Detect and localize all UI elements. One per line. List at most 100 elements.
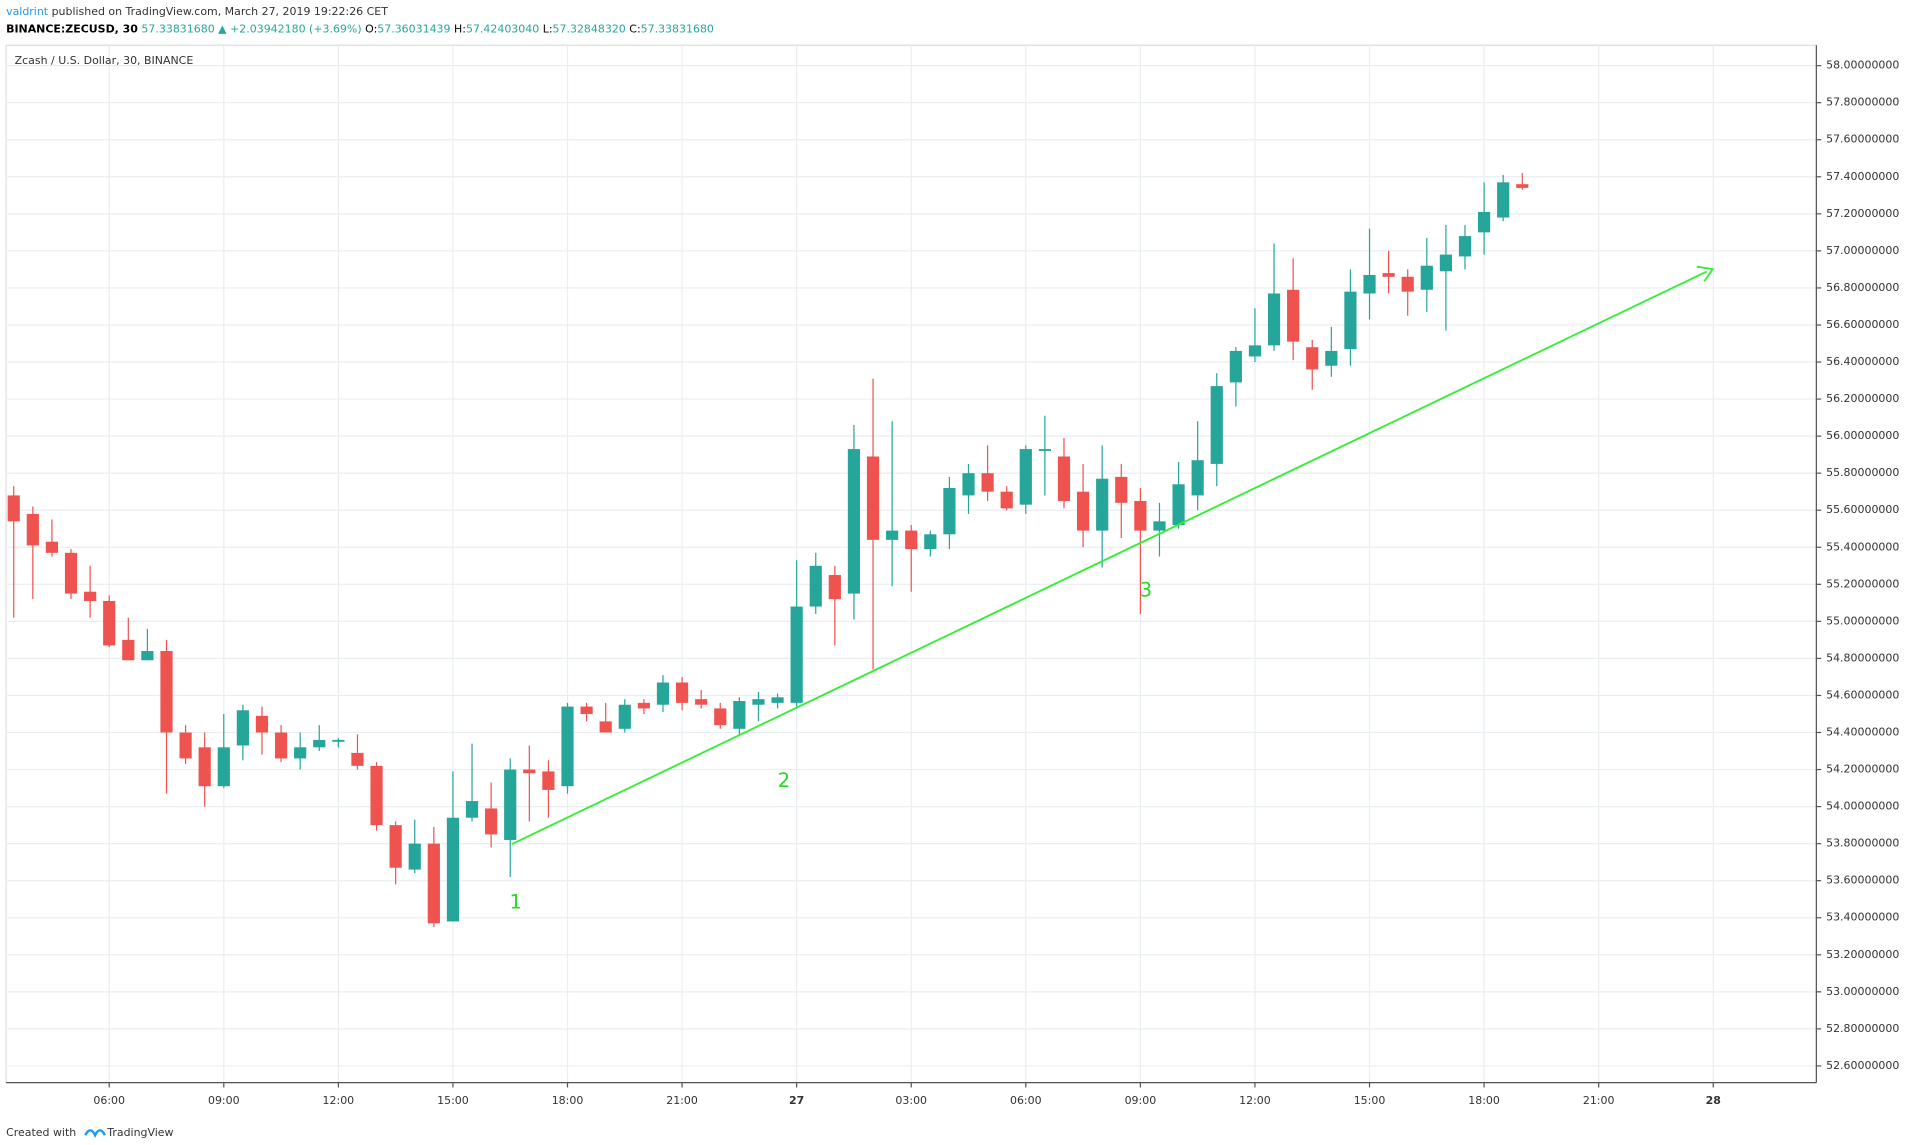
candle-body: [1134, 500, 1147, 531]
y-tick-label: 55.40000000: [1826, 540, 1899, 553]
candle-body: [599, 721, 612, 733]
candle-body: [1057, 456, 1071, 501]
x-tick-label: 21:00: [1583, 1094, 1615, 1107]
candle-body: [141, 651, 154, 661]
candle-body: [160, 651, 173, 733]
candle-body: [332, 739, 345, 742]
x-tick-label: 03:00: [895, 1094, 927, 1107]
candle-body: [905, 530, 918, 550]
y-tick-label: 57.20000000: [1826, 207, 1899, 220]
y-tick-label: 55.20000000: [1826, 577, 1899, 590]
x-tick-label: 09:00: [1125, 1094, 1157, 1107]
tradingview-logo: [84, 1129, 106, 1138]
candle-body: [1210, 386, 1223, 464]
candle-body: [1439, 254, 1452, 272]
candle-body: [274, 732, 288, 759]
x-tick-label: 21:00: [666, 1094, 698, 1107]
y-tick-label: 54.60000000: [1826, 688, 1899, 701]
candle-body: [313, 739, 326, 748]
y-tick-label: 57.00000000: [1826, 244, 1899, 257]
y-tick-label: 56.40000000: [1826, 355, 1899, 368]
candle-body: [542, 771, 555, 790]
candle-body: [1076, 491, 1090, 531]
y-tick-label: 56.60000000: [1826, 318, 1899, 331]
candle-body: [752, 699, 765, 705]
y-tick-label: 53.00000000: [1826, 985, 1899, 998]
annotation: 1: [510, 890, 522, 913]
open-label: O:: [365, 22, 377, 35]
candle-body: [1516, 184, 1529, 188]
candle-body: [1229, 350, 1242, 383]
candle-body: [26, 513, 39, 546]
candle-body: [1000, 491, 1013, 509]
candle-body: [446, 817, 460, 922]
y-tick-label: 53.40000000: [1826, 911, 1899, 924]
trend-line: [511, 270, 1708, 845]
candle-body: [1038, 449, 1051, 451]
candle-body: [198, 747, 211, 787]
candle-body: [122, 639, 135, 661]
x-tick-label: 27: [789, 1094, 804, 1107]
y-tick-label: 52.80000000: [1826, 1022, 1899, 1035]
high-label: H:: [454, 22, 466, 35]
candle-body: [962, 473, 975, 496]
candle-body: [64, 552, 78, 594]
footer-created: Created with: [6, 1126, 76, 1139]
x-tick-label: 06:00: [1010, 1094, 1042, 1107]
x-tick-label: 15:00: [1354, 1094, 1386, 1107]
candle-body: [1019, 449, 1032, 505]
candle-body: [45, 541, 59, 553]
footer-brand[interactable]: TradingView: [106, 1126, 173, 1139]
candle-body: [580, 706, 593, 714]
author[interactable]: valdrint: [6, 5, 49, 18]
candle-body: [1153, 521, 1166, 531]
change: ▲ +2.03942180 (+3.69%): [218, 22, 361, 35]
x-tick-label: 18:00: [552, 1094, 584, 1107]
candle-body: [1497, 182, 1510, 218]
x-tick-label: 18:00: [1468, 1094, 1500, 1107]
y-tick-label: 54.20000000: [1826, 763, 1899, 776]
y-tick-label: 53.20000000: [1826, 948, 1899, 961]
candle-body: [408, 843, 421, 870]
candle-body: [561, 706, 574, 787]
y-tick-label: 58.00000000: [1826, 59, 1899, 72]
y-tick-label: 52.60000000: [1826, 1059, 1899, 1072]
candle-body: [1191, 460, 1204, 496]
candle-body: [886, 530, 899, 540]
candle-body: [523, 769, 536, 774]
candle-body: [1477, 211, 1491, 233]
x-tick-label: 12:00: [323, 1094, 355, 1107]
candle-body: [924, 534, 937, 550]
candle-body: [1096, 478, 1109, 531]
candle-body: [733, 701, 746, 729]
candle-body: [1287, 289, 1300, 342]
candle-body: [179, 732, 192, 759]
x-tick-label: 15:00: [437, 1094, 469, 1107]
close-value: 57.33831680: [641, 22, 714, 35]
high-value: 57.42403040: [466, 22, 539, 35]
candle-body: [1401, 276, 1414, 292]
close-label: C:: [629, 22, 640, 35]
candle-body: [1344, 291, 1357, 350]
low-value: 57.32848320: [553, 22, 626, 35]
y-tick-label: 53.60000000: [1826, 874, 1899, 887]
trend-arrowhead: [1696, 265, 1715, 282]
symbol-title: Zcash / U.S. Dollar, 30, BINANCE: [15, 54, 194, 67]
candle-body: [7, 495, 20, 522]
candle-body: [656, 682, 670, 705]
candle-body: [981, 473, 994, 492]
candle-body: [943, 487, 956, 535]
candle-body: [1325, 350, 1338, 366]
y-tick-label: 55.60000000: [1826, 503, 1899, 516]
candle-body: [675, 682, 689, 703]
candle-body: [847, 449, 861, 594]
y-tick-label: 56.00000000: [1826, 429, 1899, 442]
x-tick-label: 09:00: [208, 1094, 240, 1107]
candle-body: [771, 697, 784, 703]
y-tick-label: 54.00000000: [1826, 800, 1899, 813]
candle-body: [1420, 265, 1433, 290]
x-tick-label: 28: [1706, 1094, 1721, 1107]
candle-body: [1458, 236, 1472, 257]
